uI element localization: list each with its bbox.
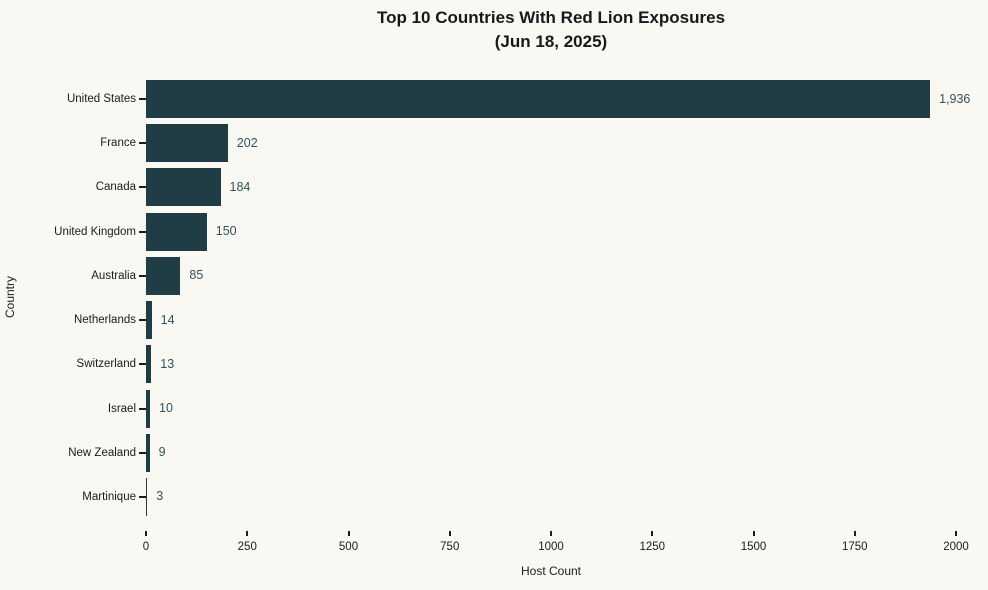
y-tick-mark xyxy=(139,319,146,322)
y-tick-mark xyxy=(139,230,146,233)
bar xyxy=(146,168,221,207)
x-tick-label: 2000 xyxy=(943,541,969,553)
bar xyxy=(146,212,207,251)
x-tick-label: 1500 xyxy=(740,541,767,553)
y-tick-mark xyxy=(139,274,146,277)
plot-area: 1,936 202 184 150 85 14 13 10 9 3 0 250 500 750 1000 12… xyxy=(143,77,970,553)
bar xyxy=(146,433,150,472)
category-label: Australia xyxy=(91,269,136,282)
chart-title-line1: Top 10 Countries With Red Lion Exposures xyxy=(376,8,726,27)
x-tick-mark xyxy=(752,531,755,536)
value-label: 10 xyxy=(159,401,173,416)
x-tick-mark xyxy=(955,531,957,536)
chart-title-line2: (Jun 18, 2025) xyxy=(494,32,608,51)
category-label: New Zealand xyxy=(68,446,136,459)
x-tick-mark xyxy=(853,531,856,536)
category-label: United States xyxy=(66,93,136,105)
value-label: 184 xyxy=(229,179,251,194)
y-tick-mark xyxy=(139,363,146,366)
category-label: Martinique xyxy=(82,490,136,503)
y-tick-mark xyxy=(139,407,146,410)
x-tick-mark xyxy=(145,531,147,536)
x-tick-label: 1750 xyxy=(841,541,868,553)
category-label: Israel xyxy=(107,402,136,415)
category-label: United Kingdom xyxy=(54,225,136,238)
bar xyxy=(146,256,181,295)
bar xyxy=(146,124,228,163)
bar xyxy=(146,345,152,384)
category-label: Netherlands xyxy=(73,314,136,327)
category-label: France xyxy=(100,137,136,150)
x-tick-label: 500 xyxy=(338,541,359,553)
value-label: 14 xyxy=(160,312,175,327)
value-label: 3 xyxy=(156,489,164,504)
x-tick-label: 1250 xyxy=(639,541,666,553)
x-tick-mark xyxy=(246,531,249,536)
value-label: 1,936 xyxy=(939,91,971,106)
value-label: 85 xyxy=(189,268,204,283)
bar xyxy=(146,80,931,118)
x-tick-mark xyxy=(651,531,654,536)
y-tick-mark xyxy=(139,142,146,145)
value-label: 9 xyxy=(158,445,166,460)
y-tick-mark xyxy=(139,451,146,454)
y-tick-mark xyxy=(139,495,146,498)
category-label: Canada xyxy=(95,181,136,194)
x-tick-mark xyxy=(550,531,552,536)
chart-title: Top 10 Countries With Red Lion Exposures… xyxy=(146,6,956,54)
y-tick-mark xyxy=(139,186,146,189)
value-label: 202 xyxy=(236,135,258,150)
x-tick-mark xyxy=(448,531,451,536)
x-tick-label: 750 xyxy=(440,541,460,553)
x-axis-label: Host Count xyxy=(520,564,582,578)
bar xyxy=(146,301,152,340)
y-tick-mark xyxy=(139,98,146,100)
x-tick-label: 0 xyxy=(142,541,150,553)
bar xyxy=(146,389,151,428)
x-tick-label: 1000 xyxy=(538,541,564,553)
value-label: 150 xyxy=(215,224,237,239)
category-label: Switzerland xyxy=(76,358,136,371)
x-tick-mark xyxy=(347,531,350,536)
bar xyxy=(146,477,148,516)
x-tick-label: 250 xyxy=(237,541,257,553)
value-label: 13 xyxy=(160,356,175,371)
